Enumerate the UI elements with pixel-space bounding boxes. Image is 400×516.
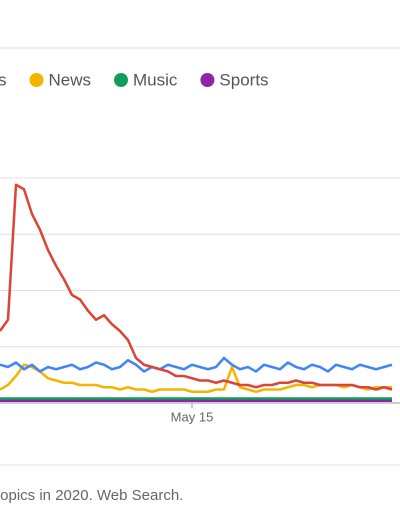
footer: topics in 2020. Web Search.: [0, 487, 183, 504]
legend-marker: [114, 73, 129, 87]
x-tick-label: May 15: [171, 409, 214, 424]
series-line: [0, 183, 393, 391]
legend-label: Music: [133, 70, 178, 89]
legend-label: News: [49, 70, 92, 89]
legend-marker: [29, 73, 44, 87]
legend-marker: [200, 73, 215, 87]
legend-label: Sports: [219, 70, 268, 89]
legend-label: s: [0, 70, 7, 89]
series-line: [0, 356, 393, 373]
